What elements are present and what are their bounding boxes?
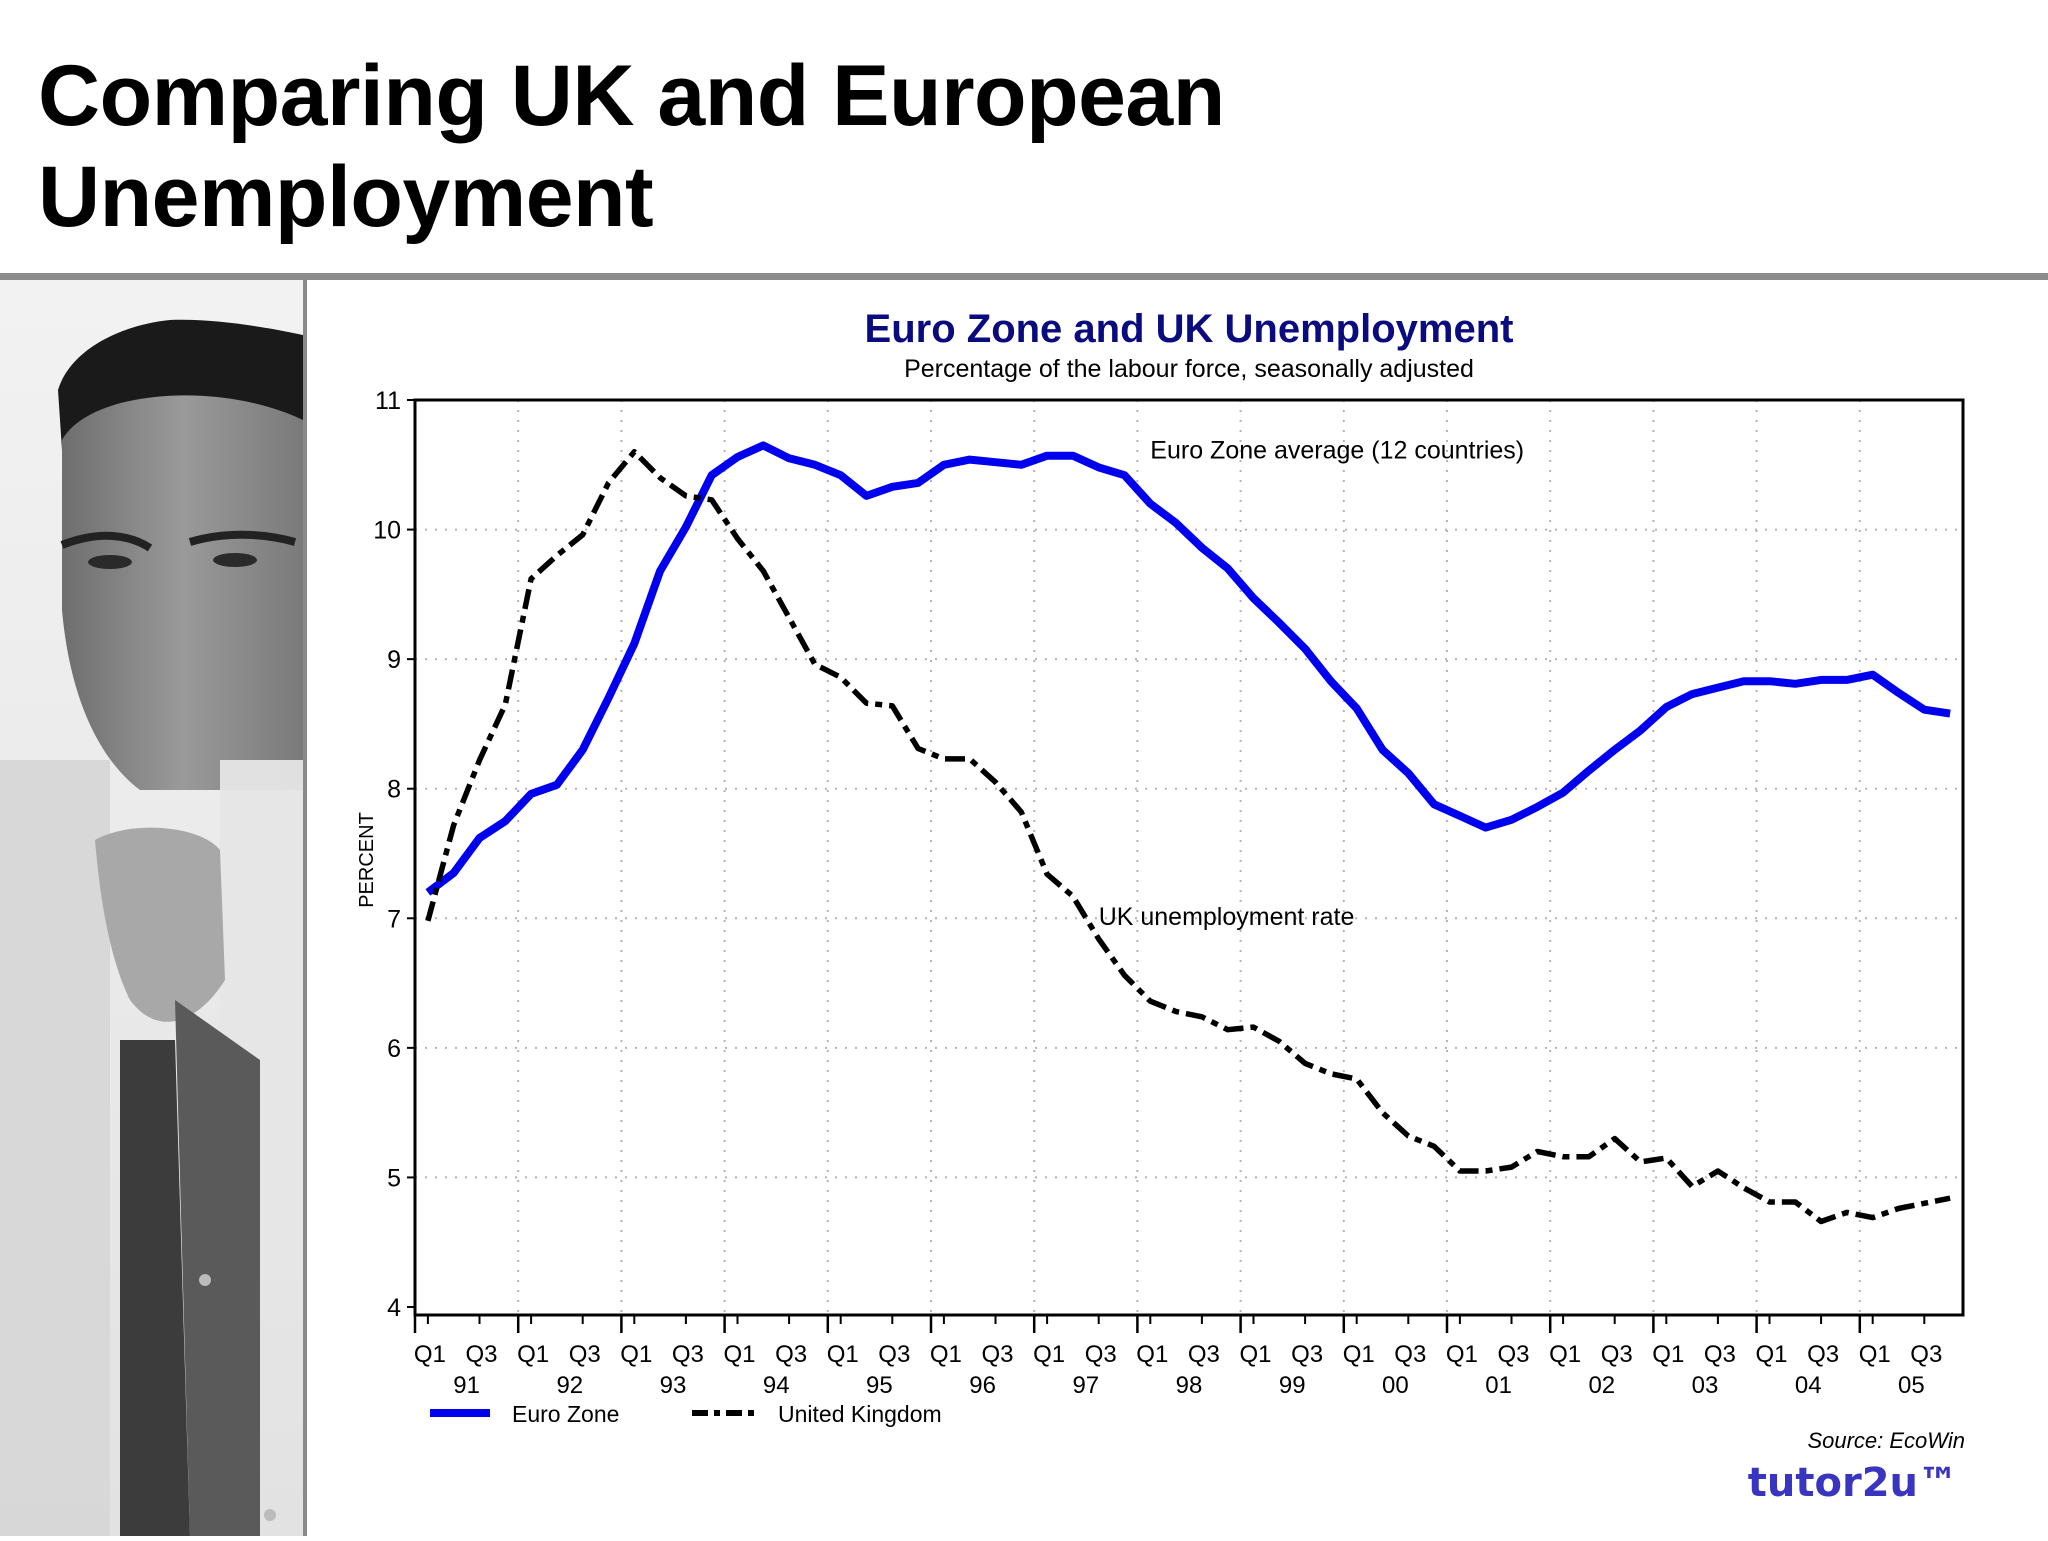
photo-divider <box>303 280 307 1536</box>
x-quarter-label: Q1 <box>1136 1341 1168 1368</box>
chart-source: Source: EcoWin <box>1807 1428 1965 1453</box>
x-year-label: 94 <box>763 1372 790 1399</box>
x-axis: Q1 Q3 91 Q1 Q3 92 Q1 Q3 93 Q1 Q3 94 Q1 Q3 95 Q1 Q3 96 Q1 Q3… <box>413 1315 1942 1399</box>
x-year-label: 92 <box>556 1372 583 1399</box>
euro-zone-line <box>425 441 1951 896</box>
x-quarter-label: Q1 <box>1343 1341 1375 1368</box>
annotation-euro: Euro Zone average (12 countries) <box>1150 436 1524 464</box>
x-year-label: 02 <box>1588 1372 1615 1399</box>
x-year-label: 91 <box>453 1372 480 1399</box>
x-quarter-label: Q1 <box>1755 1341 1787 1368</box>
y-tick-label: 4 <box>387 1294 401 1322</box>
chart-title: Euro Zone and UK Unemployment <box>865 307 1514 351</box>
x-quarter-label: Q1 <box>1033 1341 1065 1368</box>
x-quarter-label: Q3 <box>1188 1341 1220 1368</box>
photo-panel <box>0 280 303 1536</box>
y-tick-label: 7 <box>387 905 401 933</box>
legend-uk-label: United Kingdom <box>778 1401 942 1427</box>
x-year-label: 04 <box>1795 1372 1822 1399</box>
x-quarter-label: Q1 <box>1859 1341 1891 1368</box>
x-quarter-label: Q3 <box>1704 1341 1736 1368</box>
plot-frame <box>413 398 1965 1317</box>
x-quarter-label: Q3 <box>1497 1341 1529 1368</box>
x-quarter-label: Q3 <box>1910 1341 1942 1368</box>
y-tick-label: 5 <box>387 1164 401 1192</box>
chart-grid <box>415 400 1963 1315</box>
chart-subtitle: Percentage of the labour force, seasonal… <box>904 355 1474 383</box>
chart-annotations: Euro Zone average (12 countries) UK unemp… <box>1099 436 1524 930</box>
line-chart: Euro Zone and UK Unemployment Percentage… <box>356 307 1965 1427</box>
x-year-label: 00 <box>1382 1372 1409 1399</box>
x-quarter-label: Q3 <box>878 1341 910 1368</box>
chart-area: Euro Zone and UK Unemployment Percentage… <box>307 280 2048 1536</box>
x-year-label: 03 <box>1692 1372 1719 1399</box>
x-quarter-label: Q3 <box>465 1341 497 1368</box>
x-quarter-label: Q3 <box>672 1341 704 1368</box>
legend-euro-label: Euro Zone <box>512 1401 619 1427</box>
x-quarter-label: Q1 <box>620 1341 652 1368</box>
x-year-label: 99 <box>1279 1372 1306 1399</box>
y-tick-label: 10 <box>373 517 401 545</box>
x-year-label: 05 <box>1898 1372 1925 1399</box>
x-quarter-label: Q3 <box>1394 1341 1426 1368</box>
uk-line <box>425 449 1951 1225</box>
y-axis: 4 5 6 7 8 9 10 11 <box>373 387 415 1322</box>
x-quarter-label: Q1 <box>1652 1341 1684 1368</box>
x-quarter-label: Q1 <box>1446 1341 1478 1368</box>
x-quarter-label: Q3 <box>569 1341 601 1368</box>
chart-series <box>425 441 1951 1225</box>
x-quarter-label: Q1 <box>827 1341 859 1368</box>
annotation-uk: UK unemployment rate <box>1099 903 1355 931</box>
x-quarter-label: Q3 <box>775 1341 807 1368</box>
x-year-label: 96 <box>969 1372 996 1399</box>
x-quarter-label: Q3 <box>1291 1341 1323 1368</box>
x-year-label: 98 <box>1176 1372 1203 1399</box>
x-quarter-label: Q1 <box>930 1341 962 1368</box>
x-quarter-label: Q1 <box>517 1341 549 1368</box>
y-tick-label: 9 <box>387 646 401 674</box>
x-quarter-label: Q3 <box>1807 1341 1839 1368</box>
x-quarter-label: Q3 <box>1085 1341 1117 1368</box>
x-quarter-label: Q1 <box>1239 1341 1271 1368</box>
x-quarter-label: Q3 <box>981 1341 1013 1368</box>
y-axis-label: PERCENT <box>356 812 378 908</box>
slide-title: Comparing UK and European Unemployment <box>38 46 1225 248</box>
brand-logo: tutor2u™ <box>1747 1460 1958 1506</box>
chart-legend: Euro Zone United Kingdom <box>430 1401 942 1427</box>
x-quarter-label: Q1 <box>1549 1341 1581 1368</box>
slide-title-line1: Comparing UK and European <box>38 48 1225 144</box>
thinking-man-photo <box>0 280 303 1536</box>
x-year-label: 01 <box>1485 1372 1512 1399</box>
y-tick-label: 8 <box>387 776 401 804</box>
title-divider <box>0 273 2048 280</box>
x-year-label: 93 <box>660 1372 687 1399</box>
y-tick-label: 11 <box>375 387 401 415</box>
x-quarter-label: Q3 <box>1601 1341 1633 1368</box>
x-year-label: 95 <box>866 1372 893 1399</box>
x-quarter-label: Q1 <box>414 1341 446 1368</box>
x-quarter-label: Q1 <box>723 1341 755 1368</box>
y-tick-label: 6 <box>387 1035 401 1063</box>
slide-title-line2: Unemployment <box>38 149 654 245</box>
x-year-label: 97 <box>1072 1372 1099 1399</box>
